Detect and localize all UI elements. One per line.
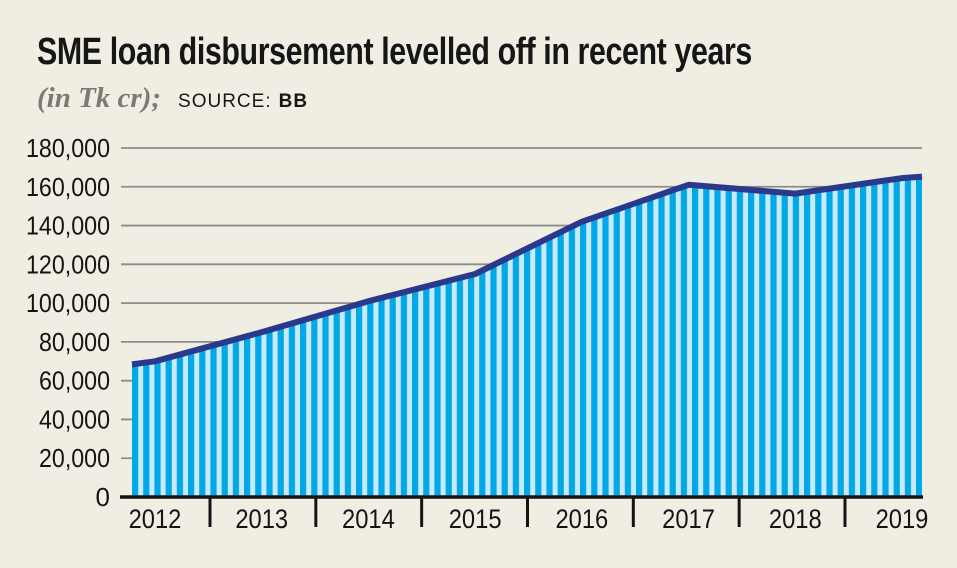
x-axis-label: 2014 — [342, 504, 395, 534]
unit-note: (in Tk cr); — [37, 82, 162, 114]
trend-line — [131, 173, 923, 368]
y-axis-label: 140,000 — [26, 211, 110, 241]
x-axis-label: 2016 — [555, 504, 608, 534]
source-label: SOURCE: — [178, 91, 272, 112]
y-axis-label: 180,000 — [26, 133, 110, 163]
y-axis-label: 60,000 — [39, 366, 110, 396]
y-axis-label: 40,000 — [39, 404, 110, 434]
x-axis-label: 2013 — [235, 504, 288, 534]
area-fill — [132, 176, 922, 497]
x-axis-label: 2019 — [876, 504, 929, 534]
chart-subtitle-row: (in Tk cr); SOURCE: BB — [37, 82, 308, 115]
y-axis-label: 20,000 — [39, 443, 110, 473]
y-axis-label: 80,000 — [39, 327, 110, 357]
x-axis-label: 2017 — [662, 504, 715, 534]
x-axis-label: 2018 — [769, 504, 822, 534]
source-value: BB — [278, 91, 309, 112]
chart-title: SME loan disbursement levelled off in re… — [37, 31, 752, 73]
y-axis-label: 0 — [96, 482, 110, 512]
y-axis-label: 120,000 — [26, 249, 110, 279]
x-axis-label: 2015 — [449, 504, 502, 534]
y-axis-label: 160,000 — [26, 172, 110, 202]
y-axis-label: 100,000 — [26, 288, 110, 318]
x-axis-label: 2012 — [129, 504, 182, 534]
